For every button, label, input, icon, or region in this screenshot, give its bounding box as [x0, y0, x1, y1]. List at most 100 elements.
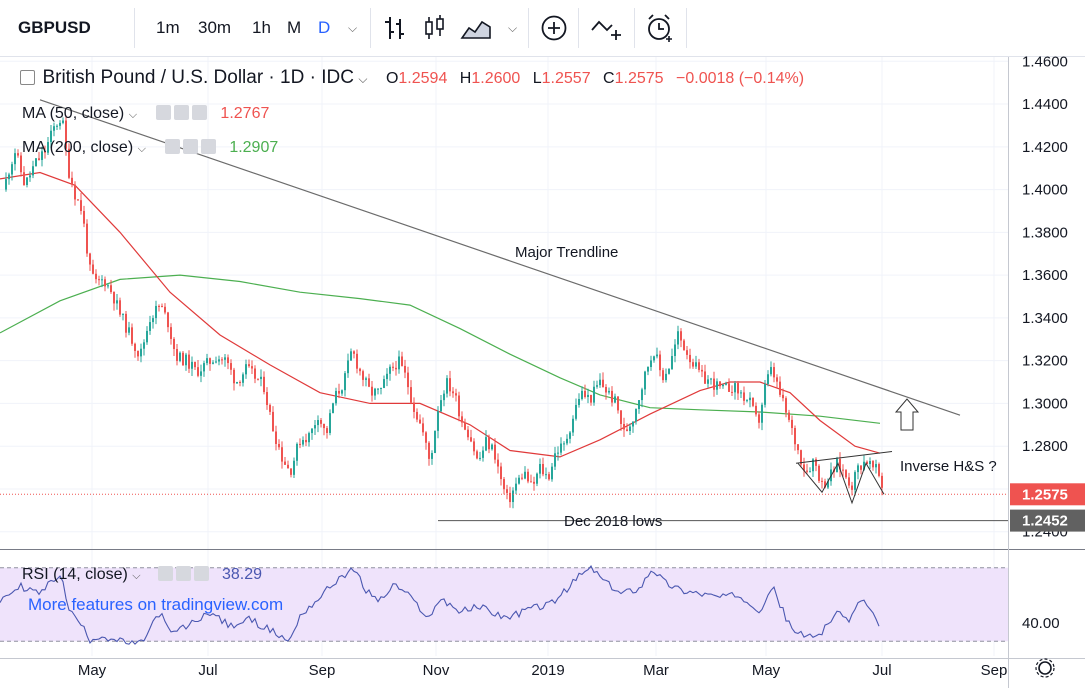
- candle-body: [419, 419, 421, 424]
- eye-icon[interactable]: [155, 105, 171, 120]
- candle-body: [542, 463, 544, 475]
- candle-body: [92, 264, 94, 274]
- candle-body: [752, 397, 754, 406]
- candle-body: [449, 378, 451, 392]
- close-icon[interactable]: [200, 139, 216, 154]
- candle-body: [392, 366, 394, 368]
- collapse-icon[interactable]: [20, 70, 35, 85]
- interval-30m[interactable]: 30m: [198, 18, 232, 37]
- gear-icon[interactable]: [1035, 658, 1055, 678]
- plus-circle-icon[interactable]: [540, 14, 568, 42]
- candle-body: [98, 279, 100, 281]
- gear-icon[interactable]: [182, 139, 198, 154]
- candle-body: [62, 120, 64, 123]
- watermark-link[interactable]: More features on tradingview.com: [28, 595, 284, 614]
- candle-body: [86, 223, 88, 254]
- chevron-down-icon[interactable]: ⌵: [132, 570, 141, 582]
- candle-body: [83, 210, 85, 224]
- candle-body: [443, 393, 445, 401]
- candle-body: [80, 200, 82, 211]
- eye-icon[interactable]: [164, 139, 180, 154]
- candle-body: [581, 390, 583, 399]
- chevron-down-icon[interactable]: ⌵: [128, 109, 138, 121]
- close-icon[interactable]: [191, 105, 207, 120]
- neckline: [795, 451, 893, 464]
- candle-body: [386, 373, 388, 380]
- ma200-value: 1.2907: [229, 139, 279, 156]
- candle-body: [452, 391, 454, 394]
- area-icon[interactable]: [460, 14, 492, 42]
- ma200-line: [0, 274, 881, 424]
- interval-month[interactable]: M: [287, 18, 302, 37]
- candle-body: [857, 465, 859, 473]
- y-tick-label: 1.4600: [1022, 53, 1068, 70]
- chevron-down-icon[interactable]: ⌵: [348, 21, 358, 35]
- candle-body: [17, 153, 19, 156]
- candle-body: [434, 430, 436, 453]
- candle-body: [809, 471, 811, 473]
- candle-body: [335, 390, 337, 404]
- candle-body: [332, 403, 334, 414]
- x-tick-label: Sep: [981, 662, 1008, 679]
- indicators-icon[interactable]: [590, 14, 624, 42]
- candle-body: [839, 458, 841, 470]
- candle-body: [608, 390, 610, 393]
- candle-body: [665, 373, 667, 381]
- candle-body: [881, 475, 883, 488]
- candle-body: [737, 383, 739, 394]
- candle-body: [359, 368, 361, 372]
- interval-1m[interactable]: 1m: [156, 18, 180, 37]
- close-icon[interactable]: [193, 566, 209, 581]
- candle-body: [437, 411, 439, 431]
- toolbar-divider: [134, 8, 135, 48]
- ma200-label: MA (200, close): [22, 139, 134, 156]
- candle-body: [416, 411, 418, 420]
- candle-body: [545, 474, 547, 476]
- eye-icon[interactable]: [157, 566, 173, 581]
- candle-body: [635, 409, 637, 422]
- candles-icon[interactable]: [422, 14, 448, 42]
- gear-icon[interactable]: [173, 105, 189, 120]
- rsi-legend: RSI (14, close) ⌵ 38.29: [22, 566, 262, 584]
- candle-body: [764, 383, 766, 405]
- candle-body: [110, 285, 112, 293]
- chevron-down-icon[interactable]: ⌵: [508, 21, 518, 35]
- candle-body: [458, 395, 460, 417]
- candle-body: [314, 425, 316, 429]
- gear-icon[interactable]: [175, 566, 191, 581]
- interval-day[interactable]: D: [318, 18, 331, 37]
- candle-body: [173, 338, 175, 350]
- candle-body: [251, 366, 253, 369]
- chevron-down-icon[interactable]: ⌵: [137, 143, 146, 155]
- candle-body: [146, 330, 148, 343]
- candle-body: [302, 439, 304, 445]
- bar-style-icon[interactable]: [382, 14, 408, 42]
- dec-lows-tag: [1010, 509, 1085, 532]
- candle-body: [353, 351, 355, 354]
- candle-body: [431, 452, 433, 459]
- candle-body: [68, 148, 70, 178]
- chevron-down-icon[interactable]: ⌵: [358, 72, 368, 86]
- candle-body: [533, 481, 535, 484]
- toolbar-divider: [634, 8, 635, 48]
- candle-body: [584, 390, 586, 397]
- candle-body: [482, 450, 484, 458]
- x-tick-label: Sep: [309, 662, 336, 679]
- candle-body: [101, 279, 103, 281]
- candle-body: [875, 464, 877, 468]
- candle-body: [182, 352, 184, 366]
- candle-body: [401, 356, 403, 366]
- symbol-search[interactable]: GBPUSD: [18, 18, 91, 37]
- candle-body: [878, 464, 880, 476]
- candle-body: [689, 354, 691, 363]
- last-price-text: 1.2575: [1022, 486, 1068, 503]
- candle-body: [260, 376, 262, 380]
- y-tick-label: 1.4000: [1022, 182, 1068, 199]
- candle-body: [209, 358, 211, 364]
- interval-1h[interactable]: 1h: [252, 18, 271, 37]
- symbol-title: British Pound / U.S. Dollar · 1D · IDC: [42, 67, 354, 88]
- last-price-tag: [1010, 483, 1085, 506]
- alarm-icon[interactable]: [644, 12, 676, 44]
- candle-body: [446, 378, 448, 394]
